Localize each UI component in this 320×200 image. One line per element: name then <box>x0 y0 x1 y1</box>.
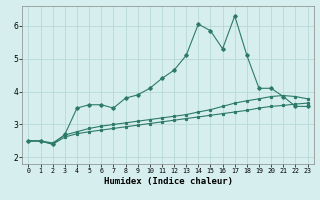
X-axis label: Humidex (Indice chaleur): Humidex (Indice chaleur) <box>103 177 233 186</box>
